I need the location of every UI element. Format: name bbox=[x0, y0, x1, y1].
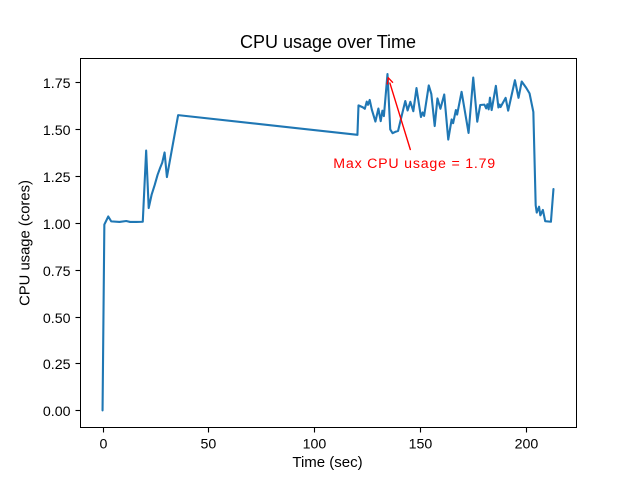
svg-text:100: 100 bbox=[303, 436, 327, 452]
svg-text:1.75: 1.75 bbox=[43, 76, 71, 92]
svg-text:150: 150 bbox=[409, 436, 433, 452]
svg-text:Time (sec): Time (sec) bbox=[292, 454, 362, 471]
svg-text:0.00: 0.00 bbox=[43, 404, 71, 420]
svg-text:CPU usage over Time: CPU usage over Time bbox=[240, 32, 416, 52]
svg-text:50: 50 bbox=[201, 436, 217, 452]
svg-text:0: 0 bbox=[100, 436, 108, 452]
svg-text:1.50: 1.50 bbox=[43, 123, 71, 139]
svg-text:CPU usage (cores): CPU usage (cores) bbox=[18, 180, 34, 306]
svg-text:200: 200 bbox=[515, 436, 539, 452]
svg-text:0.75: 0.75 bbox=[43, 264, 71, 280]
svg-text:1.25: 1.25 bbox=[43, 170, 71, 186]
svg-text:0.50: 0.50 bbox=[43, 311, 71, 327]
svg-text:1.00: 1.00 bbox=[43, 217, 71, 233]
svg-text:0.25: 0.25 bbox=[43, 357, 71, 373]
svg-text:Max CPU usage = 1.79: Max CPU usage = 1.79 bbox=[333, 156, 496, 172]
